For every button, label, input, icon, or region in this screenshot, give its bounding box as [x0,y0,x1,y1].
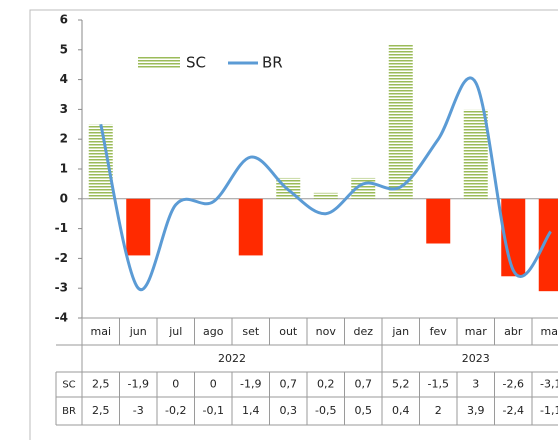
data-label: -1,1 [540,404,558,417]
year-label: 2023 [462,352,490,365]
data-label: 1,4 [242,404,260,417]
x-tick-label: out [279,325,298,338]
data-label: 0,2 [317,378,335,391]
x-tick-label: jul [168,325,182,338]
legend-label: SC [186,54,206,72]
data-label: 0 [210,378,217,391]
line [99,76,552,292]
x-tick-label: mai [90,325,111,338]
x-tick-label: set [242,325,259,338]
data-label: 0 [172,378,179,391]
x-tick-label: abr [504,325,523,338]
data-label: -2,4 [503,404,524,417]
y-tick-label: -2 [55,251,68,265]
bar [238,198,263,256]
x-tick-label: dez [353,325,373,338]
data-label: 0,3 [280,404,298,417]
data-label: 0,7 [280,378,298,391]
y-tick-label: -1 [55,221,68,235]
y-tick-label: 2 [60,132,68,146]
bar [463,109,488,199]
legend-label: BR [262,54,283,72]
bar [313,192,338,199]
data-label: 2 [435,404,442,417]
data-label: 0,4 [392,404,410,417]
y-tick-label: 1 [60,162,68,176]
data-label: -3,1 [540,378,558,391]
y-tick-label: -3 [55,281,68,295]
x-tick-label: nov [316,325,337,338]
y-tick-label: 5 [60,42,68,56]
x-tick-label: ago [203,325,224,338]
year-label: 2022 [218,352,246,365]
row-header: BR [62,406,76,417]
x-tick-label: jun [129,325,147,338]
y-tick-label: 4 [60,72,68,86]
data-label: 5,2 [392,378,410,391]
data-label: 0,5 [355,404,373,417]
bar [388,43,413,199]
x-tick-label: mai [540,325,558,338]
x-tick-label: fev [430,325,448,338]
x-tick-label: mar [465,325,487,338]
data-label: 3 [472,378,479,391]
data-label: 3,9 [467,404,485,417]
data-label: -0,1 [203,404,224,417]
data-label: -1,9 [128,378,149,391]
y-tick-label: -4 [55,311,68,325]
x-tick-label: jan [391,325,409,338]
bar [426,198,451,244]
data-label: -2,6 [503,378,524,391]
data-label: -1,5 [428,378,449,391]
data-label: 2,5 [92,378,110,391]
data-label: -0,2 [165,404,186,417]
data-label: -0,5 [315,404,336,417]
data-label: -1,9 [240,378,261,391]
data-label: 0,7 [355,378,373,391]
bar [126,198,151,256]
y-tick-label: 3 [60,102,68,116]
chart-border [29,9,558,440]
y-tick-label: 6 [60,13,68,27]
data-label: 2,5 [92,404,110,417]
data-label: -3 [133,404,144,417]
row-header: SC [62,380,75,391]
bar [538,198,558,292]
legend-swatch [138,56,180,68]
y-tick-label: 0 [60,191,68,205]
